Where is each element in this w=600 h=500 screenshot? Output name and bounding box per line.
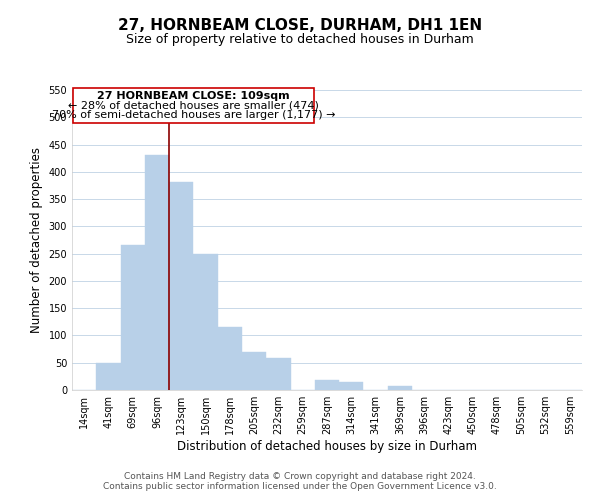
Bar	[218, 328, 242, 390]
Bar	[96, 362, 121, 390]
Bar	[266, 358, 290, 390]
Text: ← 28% of detached houses are smaller (474): ← 28% of detached houses are smaller (47…	[68, 101, 319, 111]
Y-axis label: Number of detached properties: Number of detached properties	[30, 147, 43, 333]
Bar	[169, 182, 193, 390]
Bar	[121, 246, 145, 390]
X-axis label: Distribution of detached houses by size in Durham: Distribution of detached houses by size …	[177, 440, 477, 453]
Text: 27, HORNBEAM CLOSE, DURHAM, DH1 1EN: 27, HORNBEAM CLOSE, DURHAM, DH1 1EN	[118, 18, 482, 32]
Bar	[339, 382, 364, 390]
Bar	[193, 254, 218, 390]
Bar	[315, 380, 339, 390]
Bar	[242, 352, 266, 390]
FancyBboxPatch shape	[73, 88, 314, 122]
Text: Contains HM Land Registry data © Crown copyright and database right 2024.: Contains HM Land Registry data © Crown c…	[124, 472, 476, 481]
Text: 27 HORNBEAM CLOSE: 109sqm: 27 HORNBEAM CLOSE: 109sqm	[97, 91, 290, 101]
Bar	[145, 156, 169, 390]
Text: 70% of semi-detached houses are larger (1,177) →: 70% of semi-detached houses are larger (…	[52, 110, 335, 120]
Text: Size of property relative to detached houses in Durham: Size of property relative to detached ho…	[126, 32, 474, 46]
Bar	[388, 386, 412, 390]
Text: Contains public sector information licensed under the Open Government Licence v3: Contains public sector information licen…	[103, 482, 497, 491]
